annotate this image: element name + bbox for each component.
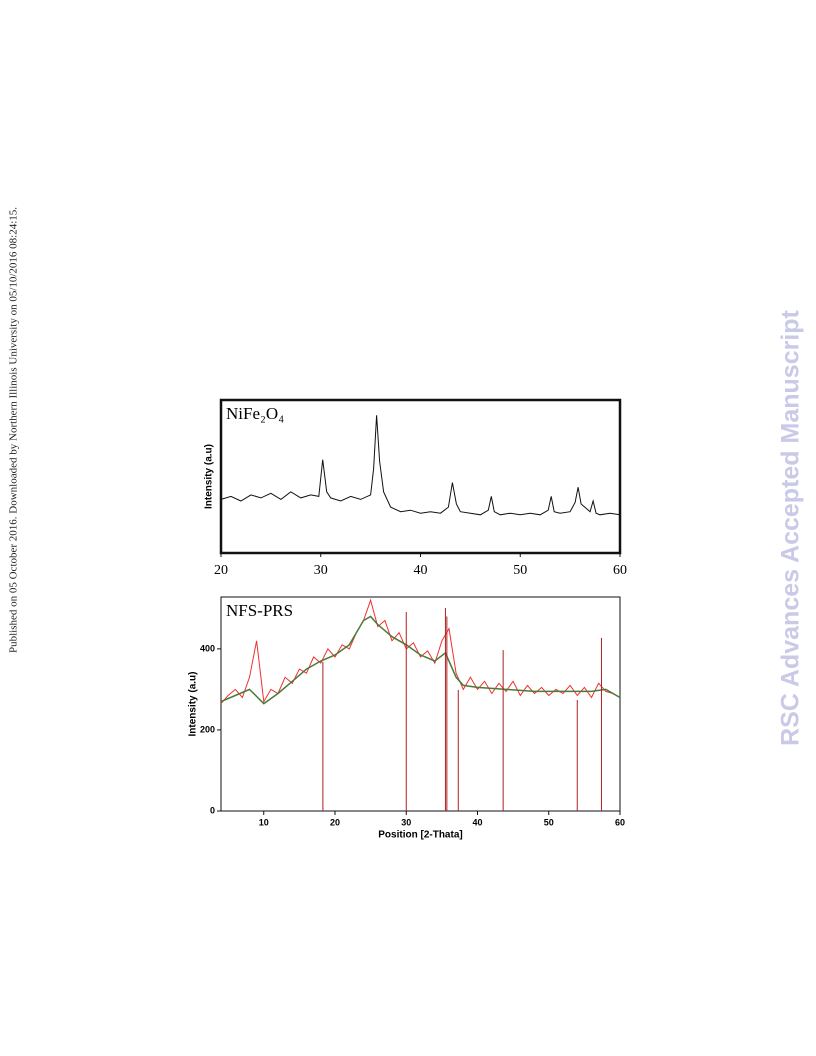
chart-title: NFS-PRS [226,601,293,620]
x-tick-label: 50 [544,817,554,827]
y-tick-label: 0 [210,805,215,815]
y-tick-label: 200 [200,724,215,734]
data-line [220,615,621,705]
x-tick-label: 20 [330,817,340,827]
chart-title: NiFe₂O₄ [226,404,284,423]
x-tick-label: 40 [414,563,428,578]
side-note: Published on 05 October 2016. Downloaded… [8,207,20,653]
plot-frame [219,398,622,555]
y-axis-label: Intensity (a.u) [204,444,215,509]
x-tick-label: 30 [401,817,411,827]
x-axis-label: Position [2-Thata] [378,830,462,841]
x-tick-label: 30 [314,563,328,578]
x-tick-label: 10 [259,817,269,827]
x-tick-label: 20 [214,563,228,578]
y-tick-label: 400 [200,643,215,653]
watermark: RSC Advances Accepted Manuscript [777,309,805,745]
x-tick-label: 60 [613,563,627,578]
data-line [220,415,621,516]
plot-frame [220,596,621,812]
x-tick-label: 60 [615,817,625,827]
x-tick-label: 40 [472,817,482,827]
y-axis-label: Intensity (a.u) [188,671,199,736]
x-tick-label: 50 [513,563,527,578]
